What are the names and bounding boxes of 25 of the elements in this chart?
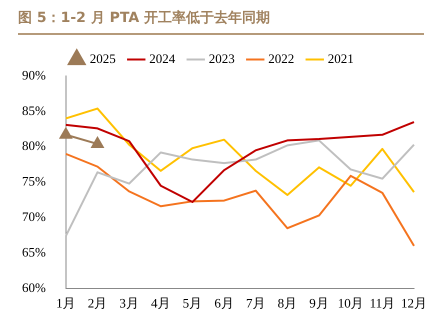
y-tick-label: 75% bbox=[22, 174, 46, 189]
x-tick-label: 2月 bbox=[88, 296, 108, 311]
legend-label: 2025 bbox=[90, 50, 116, 66]
y-tick-label: 80% bbox=[22, 138, 46, 154]
x-tick-label: 6月 bbox=[214, 296, 234, 311]
x-tick-label: 7月 bbox=[246, 296, 266, 311]
x-tick-label: 8月 bbox=[278, 296, 298, 311]
x-tick-label: 11月 bbox=[370, 296, 396, 311]
x-tick-label: 4月 bbox=[151, 296, 171, 311]
y-tick-label: 70% bbox=[22, 209, 46, 224]
legend-label: 2021 bbox=[328, 50, 354, 66]
legend-label: 2023 bbox=[208, 50, 235, 66]
x-tick-label: 12月 bbox=[401, 296, 427, 311]
x-tick-label: 10月 bbox=[338, 296, 364, 311]
legend-label: 2022 bbox=[268, 50, 294, 66]
chart-title: 图 5：1-2 月 PTA 开工率低于去年同期 bbox=[18, 8, 424, 35]
y-tick-label: 85% bbox=[22, 102, 46, 118]
y-tick-label: 60% bbox=[22, 280, 46, 295]
x-tick-label: 9月 bbox=[309, 296, 329, 311]
x-tick-label: 3月 bbox=[119, 296, 139, 311]
x-tick-label: 5月 bbox=[182, 296, 202, 311]
y-tick-label: 90% bbox=[22, 67, 46, 82]
y-tick-label: 65% bbox=[22, 244, 46, 260]
legend-label: 2024 bbox=[149, 50, 176, 66]
x-tick-label: 1月 bbox=[56, 296, 76, 311]
